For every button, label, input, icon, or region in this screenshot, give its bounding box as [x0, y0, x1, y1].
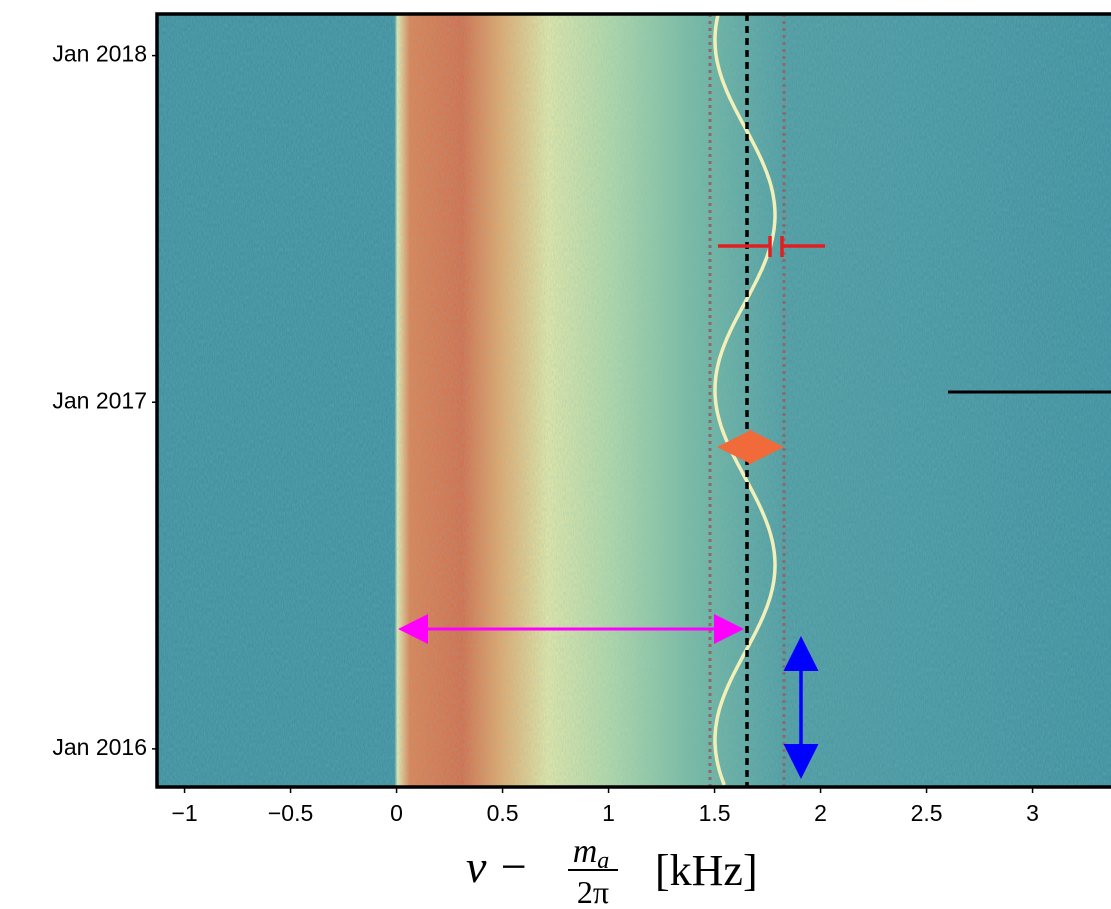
- x-label-unit: [kHz]: [655, 846, 758, 895]
- x-tick-label: 3: [1026, 800, 1039, 826]
- plot-frame: [155, 12, 1111, 789]
- x-tick-label: 2: [814, 800, 827, 826]
- y-tick-label: Jan 2017: [52, 387, 147, 413]
- x-label-numerator: ma: [573, 833, 610, 874]
- x-tick-label: −0.5: [268, 800, 313, 826]
- y-tick-label: Jan 2016: [52, 734, 147, 760]
- x-tick-label: 2.5: [911, 800, 943, 826]
- x-axis-label: ν − ma 2π [kHz]: [466, 833, 758, 909]
- x-tick-label: 1: [602, 800, 615, 826]
- x-tick-label: −1: [171, 800, 197, 826]
- x-label-denominator: 2π: [577, 874, 609, 909]
- x-label-lhs: ν −: [466, 841, 529, 892]
- x-tick-label: 1.5: [699, 800, 731, 826]
- x-tick-label: 0.5: [487, 800, 519, 826]
- heatmap-image: [157, 14, 1111, 787]
- y-tick-label: Jan 2018: [52, 41, 147, 67]
- annotations: [398, 13, 1111, 787]
- x-tick-label: 0: [390, 800, 403, 826]
